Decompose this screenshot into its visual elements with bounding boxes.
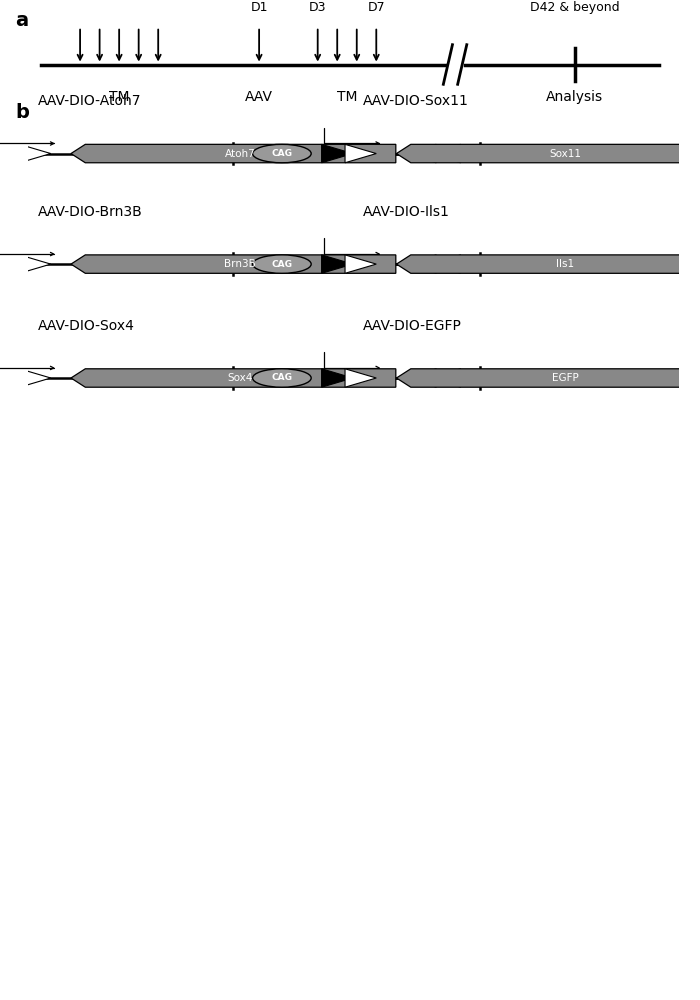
Text: b: b	[15, 103, 29, 122]
Polygon shape	[20, 144, 51, 163]
Polygon shape	[0, 144, 27, 163]
Polygon shape	[0, 255, 27, 273]
Text: AAV-DIO-Ils1: AAV-DIO-Ils1	[363, 205, 450, 219]
Text: D7: D7	[368, 1, 385, 14]
Text: f: f	[255, 681, 262, 699]
Text: AAV-DIO-EGFP: AAV-DIO-EGFP	[363, 319, 462, 333]
Text: EGFP: EGFP	[552, 373, 579, 383]
Polygon shape	[405, 144, 436, 163]
Text: Sox4: Sox4	[228, 373, 253, 383]
Polygon shape	[321, 255, 353, 273]
Polygon shape	[396, 144, 700, 163]
Text: AAV-DIO-Sox11: AAV-DIO-Sox11	[363, 94, 469, 108]
Polygon shape	[345, 255, 377, 273]
Polygon shape	[405, 255, 436, 273]
Text: D1: D1	[251, 1, 268, 14]
Polygon shape	[345, 144, 377, 163]
Text: a: a	[15, 10, 28, 29]
Polygon shape	[396, 255, 700, 273]
Text: CAG: CAG	[272, 149, 293, 158]
Text: CAG: CAG	[272, 373, 293, 382]
Polygon shape	[396, 369, 700, 387]
Ellipse shape	[253, 369, 312, 387]
Text: AAV-DIO-Atoh7: AAV-DIO-Atoh7	[38, 94, 141, 108]
Polygon shape	[345, 369, 377, 387]
Text: d: d	[404, 454, 416, 472]
Polygon shape	[71, 255, 395, 273]
Polygon shape	[429, 255, 461, 273]
Text: e: e	[21, 681, 32, 699]
Text: D42 & beyond: D42 & beyond	[530, 1, 620, 14]
Polygon shape	[429, 144, 461, 163]
Text: AAV-DIO-Brn3B: AAV-DIO-Brn3B	[38, 205, 143, 219]
Ellipse shape	[253, 255, 312, 273]
Text: CAG: CAG	[272, 260, 293, 269]
Polygon shape	[71, 369, 395, 387]
Text: g: g	[479, 681, 491, 699]
Text: D3: D3	[309, 1, 326, 14]
Text: TM: TM	[337, 90, 357, 104]
Polygon shape	[0, 369, 27, 387]
Polygon shape	[71, 144, 395, 163]
Text: c: c	[25, 456, 35, 474]
Polygon shape	[20, 369, 51, 387]
Polygon shape	[321, 144, 353, 163]
Polygon shape	[321, 369, 353, 387]
Text: Ils1: Ils1	[556, 259, 575, 269]
Text: TM: TM	[109, 90, 130, 104]
Text: AAV-DIO-Sox4: AAV-DIO-Sox4	[38, 319, 134, 333]
Text: AAV: AAV	[245, 90, 273, 104]
Polygon shape	[429, 369, 461, 387]
Ellipse shape	[253, 144, 312, 163]
Text: Sox11: Sox11	[550, 149, 582, 159]
Polygon shape	[20, 255, 51, 273]
Text: Analysis: Analysis	[546, 90, 603, 104]
Text: Atoh7: Atoh7	[225, 149, 256, 159]
Polygon shape	[405, 369, 436, 387]
Text: Brn3B: Brn3B	[224, 259, 256, 269]
